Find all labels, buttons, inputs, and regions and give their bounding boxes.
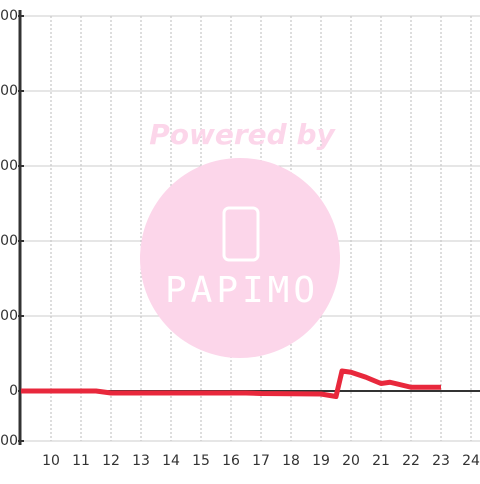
data-line	[21, 368, 441, 399]
x-tick-label: 16	[222, 453, 240, 469]
x-tick-label: 11	[72, 453, 90, 469]
x-tick-label: 12	[102, 453, 120, 469]
x-tick-label: 24	[462, 453, 480, 469]
x-tick-label: 15	[192, 453, 210, 469]
y-tick-label: 150,000	[0, 8, 18, 24]
y-tick-label: 30,000	[0, 308, 18, 324]
x-tick-label: 22	[402, 453, 420, 469]
y-tick-label: -20,000	[0, 433, 18, 449]
y-tick-label: 0	[9, 383, 18, 399]
x-tick-label: 21	[372, 453, 390, 469]
watermark-phone	[222, 206, 260, 262]
watermark-circle	[140, 158, 340, 358]
y-tick-label: 90,000	[0, 158, 18, 174]
x-tick-label: 13	[132, 453, 150, 469]
watermark-top: Powered by	[149, 118, 336, 151]
x-tick-label: 17	[252, 453, 270, 469]
x-tick-label: 10	[42, 453, 60, 469]
x-tick-label: 20	[342, 453, 360, 469]
y-tick-label: 60,000	[0, 233, 18, 249]
x-tick-label: 18	[282, 453, 300, 469]
y-tick-label: 120,000	[0, 83, 18, 99]
x-tick-label: 14	[162, 453, 180, 469]
watermark-bottom: PAPIMO	[165, 270, 319, 311]
x-tick-label: 19	[312, 453, 330, 469]
x-tick-label: 23	[432, 453, 450, 469]
